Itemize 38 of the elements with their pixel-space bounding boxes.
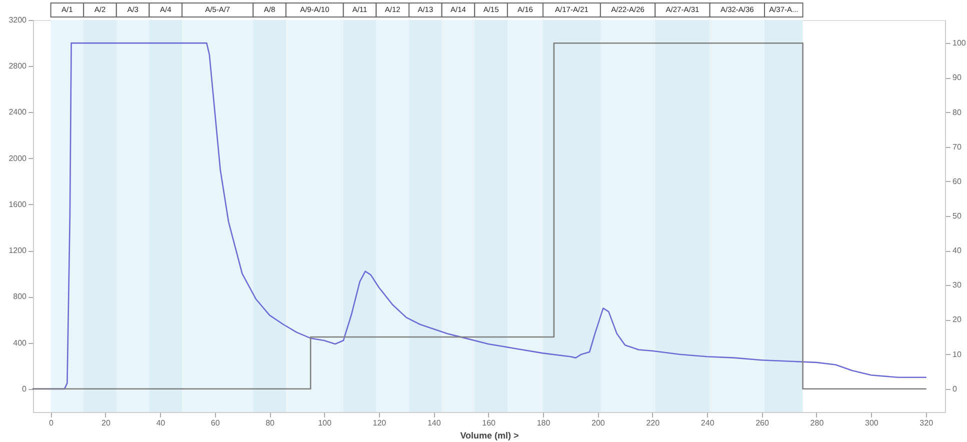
x-tick-label: 300 — [864, 418, 879, 428]
x-tick-label: 140 — [427, 418, 442, 428]
y-tick-label: 2400 — [8, 108, 28, 117]
y2-tick-label: 0 — [952, 384, 958, 394]
x-tick-label: 100 — [318, 418, 332, 428]
y2-tick-label: 40 — [952, 246, 962, 256]
y2-tick-label: 50 — [952, 212, 962, 220]
y-tick-label: 3200 — [8, 16, 28, 24]
x-tick-label: 220 — [646, 418, 660, 428]
x-tick-label: 160 — [482, 418, 496, 428]
x-tick-label: 200 — [592, 418, 606, 428]
x-tick-label: 60 — [210, 418, 220, 428]
y-tick-label: 1200 — [8, 246, 28, 256]
x-tick-label: 280 — [810, 418, 824, 428]
y2-tick-label: 100 — [952, 38, 966, 48]
x-tick-label: 40 — [156, 418, 166, 428]
x-tick-label: 80 — [266, 418, 276, 428]
y2-tick-label: 70 — [952, 142, 962, 152]
y-tick-label: 400 — [13, 338, 28, 348]
y2-tick-label: 80 — [952, 108, 962, 117]
y-tick-label: 0 — [22, 384, 28, 394]
x-tick-label: 240 — [700, 418, 715, 428]
y-tick-label: 800 — [13, 292, 28, 302]
x-tick-label: 120 — [372, 418, 387, 428]
x-tick-label: 320 — [920, 418, 934, 428]
x-tick-label: 260 — [756, 418, 770, 428]
y2-tick-label: 30 — [952, 280, 962, 290]
y-tick-label: 2000 — [8, 154, 28, 163]
y2-tick-label: 60 — [952, 176, 962, 186]
x-axis-title: Volume (ml) > — [460, 430, 519, 440]
y-tick-label: 2800 — [8, 62, 28, 71]
y2-tick-label: 10 — [952, 350, 962, 359]
y2-tick-label: 20 — [952, 315, 962, 324]
y2-tick-label: 90 — [952, 73, 962, 82]
x-tick-label: 180 — [536, 418, 551, 428]
x-tick-label: 0 — [49, 418, 54, 428]
y-tick-label: 1600 — [8, 200, 28, 209]
x-tick-label: 20 — [102, 418, 111, 428]
